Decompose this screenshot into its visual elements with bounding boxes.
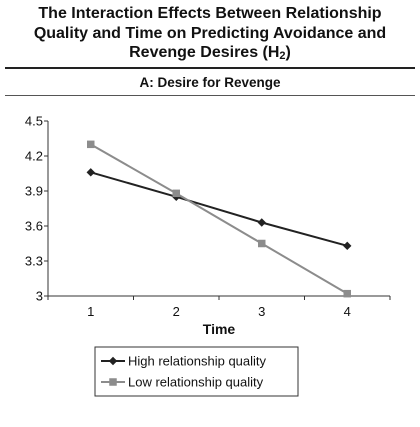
data-point [343,241,352,251]
panel-rule [5,95,415,96]
y-tick-label: 3.6 [25,219,43,234]
legend-marker [109,378,117,386]
legend: High relationship quality Low relationshi… [94,346,299,397]
legend-marker [108,356,118,366]
x-tick-label: 2 [173,304,180,319]
legend-label: High relationship quality [128,354,267,369]
chart-axes: 3 3.3 3.6 3.9 4.2 4.5 1 2 3 4 [25,114,391,319]
data-point [87,140,95,149]
data-point [86,168,95,177]
x-tick-label: 3 [258,304,265,319]
series-line [90,171,348,247]
data-point [258,239,266,248]
x-tick-label: 4 [344,304,351,319]
y-tick-label: 4.2 [25,149,43,164]
y-tick-label: 3.9 [25,184,43,199]
y-tick-label: 3.3 [25,254,43,269]
chart-series [86,140,352,298]
title-rule [5,67,415,69]
title-line-3: Revenge Desires (H2) [0,43,420,63]
chart-title: The Interaction Effects Between Relation… [0,4,420,63]
legend-box [94,346,299,397]
title-line-2: Quality and Time on Predicting Avoidance… [33,24,387,42]
legend-label: Low relationship quality [128,375,264,390]
title-subscript: 2 [279,50,286,62]
panel-title: A: Desire for Revenge [139,75,281,90]
y-tick-label: 4.5 [25,114,43,129]
data-point [172,189,180,198]
data-point [257,218,266,227]
data-point [343,289,351,298]
y-tick-label: 3 [36,289,43,304]
title-line-3-end: ) [285,44,291,61]
x-axis-label: Time [203,321,236,337]
title-line-1: The Interaction Effects Between Relation… [38,5,382,22]
title-line-3-text: Revenge Desires (H [129,44,280,61]
x-tick-label: 1 [87,304,94,319]
series-line [90,143,348,295]
